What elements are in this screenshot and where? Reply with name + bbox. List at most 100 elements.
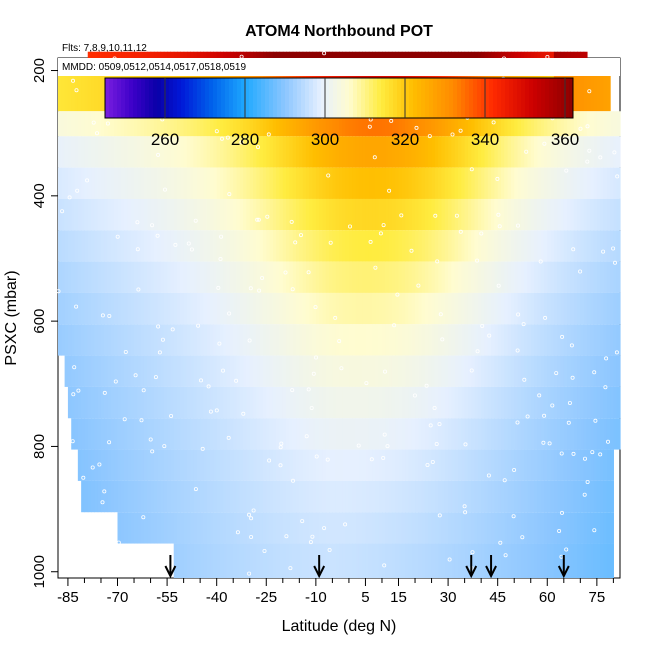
heatmap-cell (378, 386, 383, 419)
heatmap-cell (104, 167, 109, 199)
heatmap-cell (434, 543, 439, 578)
heatmap-cell (315, 480, 320, 513)
heatmap-cell (329, 230, 333, 262)
heatmap-cell (262, 449, 267, 481)
heatmap-cell (491, 418, 495, 450)
heatmap-cell (137, 198, 142, 231)
colorbar-cell (441, 78, 446, 118)
heatmap-cell (547, 261, 552, 293)
observation-point (219, 234, 224, 239)
heatmap-cell (226, 355, 231, 387)
heatmap-cell (292, 230, 297, 262)
heatmap-cell (335, 111, 340, 137)
x-tick-label: 30 (440, 589, 457, 606)
heatmap-cell (418, 324, 423, 356)
heatmap-cell (441, 512, 446, 544)
heatmap-cell (210, 111, 214, 137)
heatmap-cell (517, 324, 522, 356)
observation-point (557, 529, 562, 534)
colorbar-cell (261, 78, 266, 118)
heatmap-cell (590, 136, 595, 168)
heatmap-cell (603, 386, 608, 419)
colorbar-cell (253, 78, 258, 118)
heatmap-cell (167, 136, 171, 168)
heatmap-cell (428, 386, 433, 419)
heatmap-cell (190, 167, 195, 199)
heatmap-cell (100, 292, 105, 325)
heatmap-cell (524, 230, 529, 262)
heatmap-cell (259, 198, 264, 231)
heatmap-cell (590, 480, 595, 513)
heatmap-cell (134, 324, 138, 356)
heatmap-cell (236, 111, 241, 137)
colorbar-cell (109, 78, 114, 118)
heatmap-cell (173, 449, 178, 481)
heatmap-cell (186, 261, 191, 293)
heatmap-cell (537, 167, 542, 199)
heatmap-cell (352, 292, 357, 325)
heatmap-cell (388, 386, 393, 419)
heatmap-cell (325, 111, 330, 137)
observation-point (193, 218, 198, 223)
heatmap-cell (140, 167, 145, 199)
heatmap-cell (573, 198, 578, 231)
heatmap-cell (464, 543, 469, 578)
heatmap-cell (547, 230, 552, 262)
heatmap-cell (286, 230, 291, 262)
heatmap-cell (339, 111, 343, 137)
heatmap-cell (322, 230, 327, 262)
heatmap-cell (243, 230, 248, 262)
heatmap-cell (603, 230, 608, 262)
observation-point (611, 246, 616, 251)
heatmap-cell (418, 230, 423, 262)
heatmap-cell (451, 355, 456, 387)
heatmap-cell (233, 167, 238, 199)
heatmap-cell (368, 386, 373, 419)
heatmap-cell (405, 292, 410, 325)
heatmap-cell (229, 512, 234, 544)
observation-point (385, 444, 390, 449)
heatmap-cell (312, 512, 317, 544)
heatmap-cell (461, 230, 466, 262)
heatmap-cell (540, 167, 545, 199)
heatmap-cell (378, 261, 383, 293)
heatmap-cell (127, 167, 132, 199)
heatmap-cell (77, 449, 82, 481)
heatmap-cell (239, 198, 244, 231)
heatmap-cell (107, 418, 112, 450)
observation-point (262, 549, 267, 554)
heatmap-cell (606, 324, 611, 356)
heatmap-cell (590, 261, 595, 293)
heatmap-cell (494, 355, 499, 387)
heatmap-cell (517, 512, 522, 544)
heatmap-cell (537, 418, 542, 450)
heatmap-cell (600, 261, 605, 293)
heatmap-cell (196, 198, 201, 231)
heatmap-cell (358, 355, 363, 387)
observation-point (427, 134, 432, 139)
observation-point (578, 269, 583, 274)
heatmap-cell (491, 386, 495, 419)
heatmap-cell (71, 418, 76, 450)
colorbar-cell (381, 78, 386, 118)
heatmap-cell (355, 136, 360, 168)
heatmap-cell (557, 355, 562, 387)
heatmap-cell (500, 167, 505, 199)
heatmap-cell (461, 324, 466, 356)
heatmap-cell (567, 292, 572, 325)
heatmap-cell (451, 111, 456, 137)
heatmap-cell (104, 386, 109, 419)
heatmap-cell (130, 480, 135, 513)
heatmap-cell (520, 449, 525, 481)
heatmap-cell (279, 386, 284, 419)
observation-point (425, 462, 430, 467)
heatmap-cell (388, 292, 393, 325)
heatmap-cell (534, 543, 538, 578)
heatmap-cell (520, 292, 525, 325)
heatmap-cell (219, 230, 224, 262)
heatmap-cell (401, 386, 406, 419)
heatmap-cell (415, 198, 419, 231)
colorbar-cell (473, 78, 478, 118)
heatmap-cell (259, 480, 264, 513)
heatmap-cell (491, 230, 495, 262)
